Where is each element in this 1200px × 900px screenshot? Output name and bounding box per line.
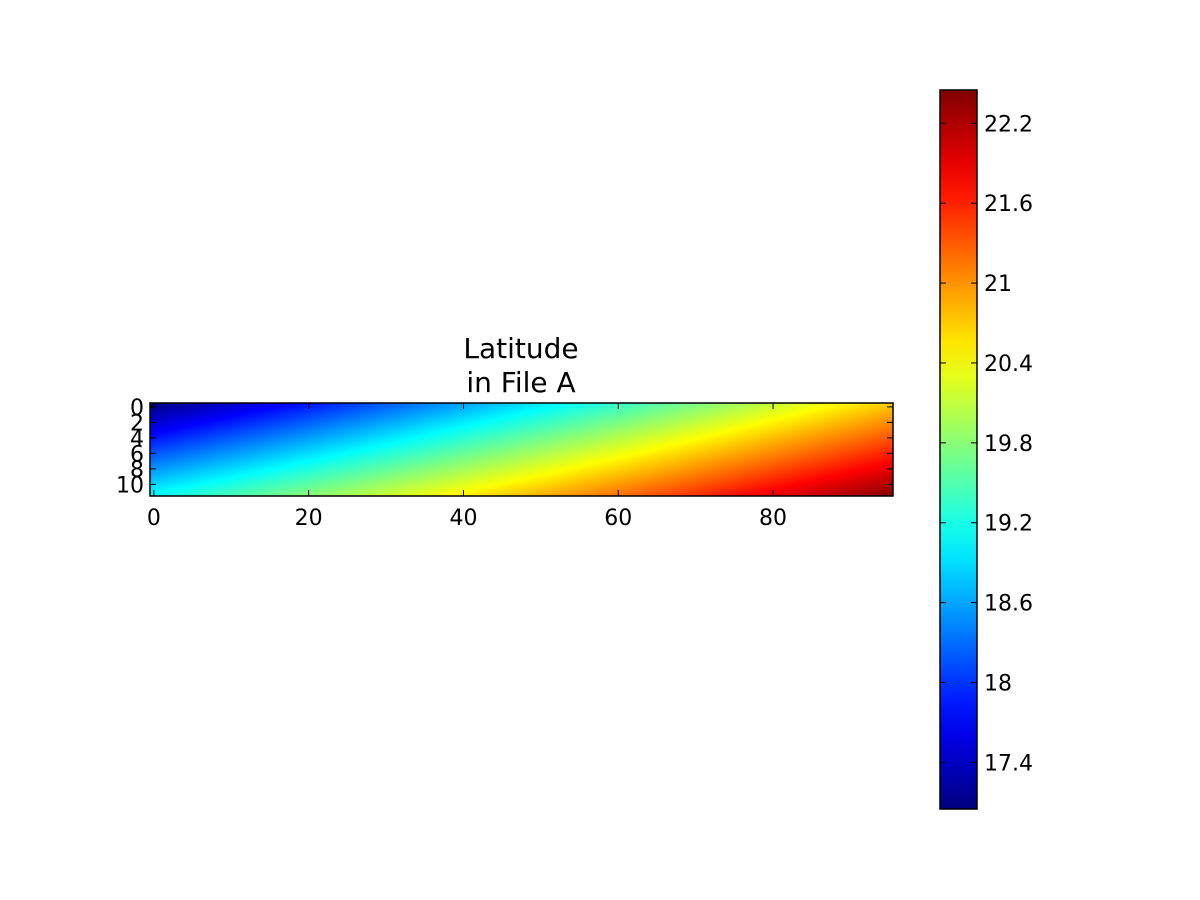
heatmap-image <box>150 403 893 496</box>
y-tick-label: 8 <box>130 458 144 483</box>
colorbar-tick-label: 19.2 <box>984 512 1033 537</box>
colorbar-tick-label: 20.4 <box>984 352 1033 377</box>
colorbar: 17.4 18 18.6 19.2 19.8 20.4 21 21.6 22.2 <box>939 89 1033 810</box>
y-tick-label: 4 <box>130 427 144 452</box>
x-tick-label: 20 <box>295 506 323 531</box>
colorbar-tick-label: 21 <box>984 272 1012 297</box>
y-tick-label: 10 <box>116 473 144 498</box>
colorbar-tick-label: 22.2 <box>984 112 1033 137</box>
colorbar-tick-label: 18 <box>984 672 1012 697</box>
heatmap-frame <box>149 402 894 497</box>
colorbar-tick-label: 18.6 <box>984 592 1033 617</box>
colorbar-ticks: 17.4 18 18.6 19.2 19.8 20.4 21 21.6 22.2 <box>940 112 1033 776</box>
chart-title-line-1: Latitude <box>463 332 578 365</box>
colorbar-tick-label: 19.8 <box>984 432 1033 457</box>
y-tick-label: 0 <box>130 396 144 421</box>
colorbar-gradient <box>940 90 977 809</box>
x-axis: 0 20 40 60 80 <box>147 403 787 531</box>
colorbar-frame <box>939 89 978 810</box>
chart-title-line-2: in File A <box>466 366 575 399</box>
colorbar-tick-label: 17.4 <box>984 751 1033 776</box>
y-tick-label: 2 <box>130 411 144 436</box>
x-tick-label: 0 <box>147 506 161 531</box>
y-tick-label: 6 <box>130 442 144 467</box>
x-tick-label: 60 <box>604 506 632 531</box>
colorbar-tick-label: 21.6 <box>984 192 1033 217</box>
x-tick-label: 40 <box>449 506 477 531</box>
heatmap-plot <box>149 402 894 497</box>
chart-title: Latitude in File A <box>463 332 578 399</box>
x-tick-label: 80 <box>759 506 787 531</box>
